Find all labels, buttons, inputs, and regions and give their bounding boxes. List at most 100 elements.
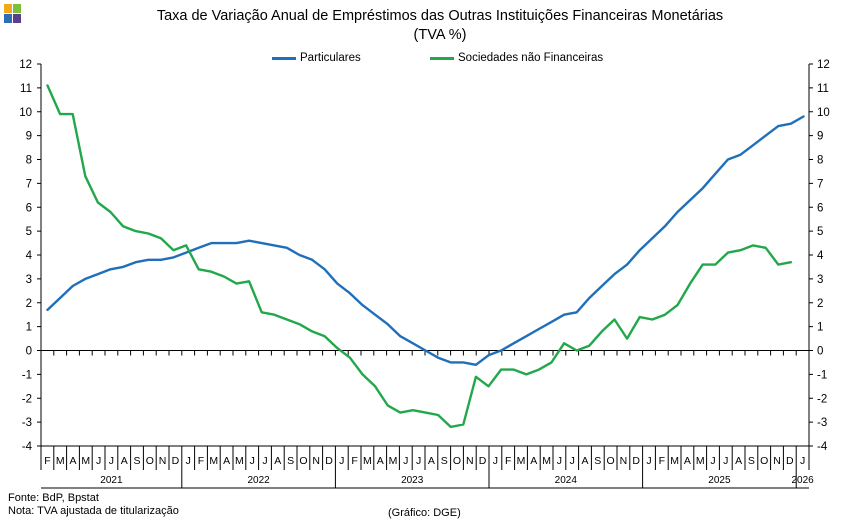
y-tick-label-right: 2 bbox=[817, 298, 823, 310]
month-label: J bbox=[416, 455, 421, 467]
month-label: D bbox=[172, 455, 180, 467]
y-tick-label-left: 0 bbox=[26, 346, 32, 358]
y-tick-label-left: -4 bbox=[22, 441, 33, 453]
month-label: A bbox=[684, 455, 691, 467]
y-tick-label-right: -1 bbox=[817, 369, 827, 381]
y-tick-label-left: 3 bbox=[26, 274, 32, 286]
series-line-sociedades bbox=[46, 84, 793, 429]
month-label: S bbox=[133, 455, 140, 467]
y-tick-label-left: -1 bbox=[22, 369, 32, 381]
y-tick-label-right: -2 bbox=[817, 393, 827, 405]
month-label: M bbox=[542, 455, 551, 467]
month-label: M bbox=[56, 455, 65, 467]
y-tick-label-left: 12 bbox=[19, 59, 32, 71]
month-label: O bbox=[760, 455, 768, 467]
year-label: 2022 bbox=[247, 475, 270, 486]
month-label: M bbox=[696, 455, 705, 467]
month-label: J bbox=[493, 455, 498, 467]
month-label: N bbox=[773, 455, 781, 467]
month-label: M bbox=[81, 455, 90, 467]
y-tick-label-left: 2 bbox=[26, 298, 32, 310]
logo-square-3 bbox=[4, 14, 12, 23]
month-label: N bbox=[466, 455, 474, 467]
month-label: S bbox=[748, 455, 755, 467]
y-tick-label-right: 6 bbox=[817, 202, 823, 214]
month-label: D bbox=[786, 455, 794, 467]
footer-source: Fonte: BdP, Bpstat bbox=[8, 492, 99, 504]
month-label: S bbox=[441, 455, 448, 467]
y-tick-label-right: 7 bbox=[817, 178, 823, 190]
legend-item-particulares: Particulares bbox=[272, 52, 361, 64]
month-label: A bbox=[223, 455, 230, 467]
month-label: D bbox=[325, 455, 333, 467]
month-label: J bbox=[250, 455, 255, 467]
y-tick-label-right: 5 bbox=[817, 226, 823, 238]
month-label: A bbox=[69, 455, 76, 467]
month-label: J bbox=[570, 455, 575, 467]
legend-swatch-sociedades bbox=[430, 56, 454, 60]
month-label: F bbox=[198, 455, 204, 467]
month-label: F bbox=[351, 455, 357, 467]
y-tick-label-right: 12 bbox=[817, 59, 830, 71]
logo-square-2 bbox=[13, 4, 21, 13]
legend-label-sociedades: Sociedades não Financeiras bbox=[458, 52, 604, 64]
month-label: M bbox=[389, 455, 398, 467]
legend-swatch-particulares bbox=[272, 56, 296, 60]
month-label: A bbox=[377, 455, 384, 467]
month-label: J bbox=[557, 455, 562, 467]
month-label: M bbox=[517, 455, 526, 467]
month-label: A bbox=[581, 455, 588, 467]
y-tick-label-left: 1 bbox=[26, 322, 32, 334]
month-label: J bbox=[339, 455, 344, 467]
y-tick-label-right: 8 bbox=[817, 155, 823, 167]
y-tick-label-left: -3 bbox=[22, 417, 32, 429]
month-label: F bbox=[505, 455, 511, 467]
y-tick-label-right: 1 bbox=[817, 322, 823, 334]
y-tick-label-left: 11 bbox=[20, 83, 32, 95]
y-tick-label-right: 4 bbox=[817, 250, 824, 262]
year-label: 2026 bbox=[791, 475, 814, 486]
month-label: J bbox=[186, 455, 191, 467]
month-label: J bbox=[96, 455, 101, 467]
month-label: N bbox=[620, 455, 628, 467]
month-label: N bbox=[312, 455, 320, 467]
logo-square-4 bbox=[13, 14, 21, 23]
month-label: O bbox=[299, 455, 307, 467]
y-tick-label-right: 10 bbox=[817, 107, 830, 119]
year-label: 2025 bbox=[708, 475, 731, 486]
chart-title: Taxa de Variação Anual de Empréstimos da… bbox=[156, 8, 724, 24]
month-label: S bbox=[594, 455, 601, 467]
year-label: 2023 bbox=[401, 475, 424, 486]
y-tick-label-right: 0 bbox=[817, 346, 823, 358]
y-tick-label-right: 11 bbox=[817, 83, 829, 95]
y-tick-label-right: 9 bbox=[817, 131, 823, 143]
month-label: O bbox=[607, 455, 615, 467]
month-label: M bbox=[363, 455, 372, 467]
month-label: J bbox=[262, 455, 267, 467]
month-label: J bbox=[800, 455, 805, 467]
month-label: J bbox=[710, 455, 715, 467]
month-label: J bbox=[723, 455, 728, 467]
logo bbox=[4, 4, 22, 24]
month-label: A bbox=[530, 455, 537, 467]
month-label: A bbox=[274, 455, 281, 467]
y-tick-label-left: 6 bbox=[26, 202, 32, 214]
month-label: J bbox=[109, 455, 114, 467]
month-label: O bbox=[146, 455, 154, 467]
logo-square-1 bbox=[4, 4, 12, 13]
month-label: D bbox=[632, 455, 640, 467]
y-tick-label-left: 8 bbox=[26, 155, 32, 167]
month-label: M bbox=[670, 455, 679, 467]
legend-label-particulares: Particulares bbox=[300, 52, 361, 64]
series-line-particulares bbox=[46, 115, 805, 366]
y-tick-label-left: 5 bbox=[26, 226, 32, 238]
year-label: 2024 bbox=[555, 475, 578, 486]
chart-subtitle: (TVA %) bbox=[413, 27, 467, 43]
y-tick-label-left: -2 bbox=[22, 393, 32, 405]
y-tick-label-left: 10 bbox=[19, 107, 32, 119]
footer-credit: (Gráfico: DGE) bbox=[388, 507, 461, 519]
year-label: 2021 bbox=[100, 475, 123, 486]
y-tick-label-right: -3 bbox=[817, 417, 827, 429]
month-label: O bbox=[453, 455, 461, 467]
